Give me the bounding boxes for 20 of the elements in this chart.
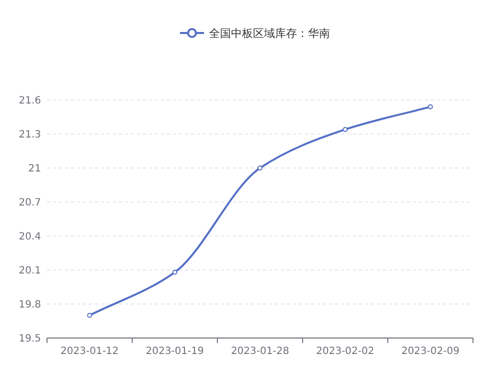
point <box>172 270 178 275</box>
x-tick-label: 2023-02-02 <box>316 346 374 357</box>
point <box>87 312 92 318</box>
point <box>428 104 433 110</box>
y-tick-label: 19.8 <box>18 300 41 310</box>
x-tick-label: 2023-02-09 <box>401 346 460 357</box>
y-tick-label: 21 <box>28 164 41 174</box>
y-tick-label: 21.3 <box>18 130 41 140</box>
y-tick-label: 20.7 <box>18 198 41 208</box>
x-tick-label: 2023-01-12 <box>60 346 119 357</box>
point <box>258 166 262 170</box>
y-tick-label: 19.5 <box>18 334 41 344</box>
legend: 全国中板区域库存：华南 <box>180 27 330 40</box>
point <box>342 126 348 132</box>
x-tick-label: 2023-01-28 <box>230 346 290 357</box>
x-tick-label: 2023-01-19 <box>146 346 204 357</box>
y-tick-label: 20.1 <box>18 266 41 276</box>
y-tick-label: 20.4 <box>18 232 41 242</box>
legend-label: 全国中板区域库存：华南 <box>209 27 330 40</box>
y-tick-label: 21.6 <box>18 96 41 106</box>
